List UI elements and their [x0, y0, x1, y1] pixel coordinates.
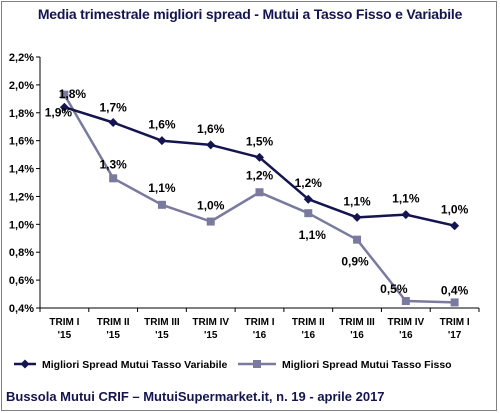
data-label-variabile: 1,1% — [392, 192, 420, 206]
data-label-variabile: 1,6% — [148, 118, 176, 132]
x-tick-label: TRIM I — [245, 317, 275, 328]
x-tick-label: TRIM I — [49, 317, 79, 328]
legend-marker-fisso — [253, 360, 261, 368]
x-tick-label-year: '16 — [350, 330, 364, 341]
x-tick-label: TRIM I — [440, 317, 470, 328]
x-tick-label-year: '17 — [448, 330, 462, 341]
data-point-variabile — [450, 221, 460, 231]
x-tick-label: TRIM II — [292, 317, 325, 328]
y-tick-label: 0,4% — [9, 303, 34, 315]
data-label-variabile: 1,0% — [441, 203, 469, 217]
data-label-fisso: 0,5% — [380, 282, 408, 296]
x-tick-label-year: '15 — [58, 330, 72, 341]
data-point-fisso — [401, 297, 410, 306]
x-tick-label: TRIM IV — [387, 317, 424, 328]
y-tick-label: 1,8% — [9, 108, 34, 120]
data-point-fisso — [206, 217, 215, 226]
legend-label-fisso: Migliori Spread Mutui Tasso Fisso — [282, 359, 452, 371]
y-tick-label: 0,8% — [9, 247, 34, 259]
data-point-variabile — [108, 118, 118, 128]
x-tick-label-year: '16 — [253, 330, 267, 341]
y-tick-label: 2,0% — [9, 80, 34, 92]
data-label-variabile: 1,1% — [343, 194, 371, 208]
data-point-variabile — [157, 136, 167, 146]
data-label-fisso: 0,4% — [441, 283, 469, 297]
data-label-variabile: 1,8% — [59, 87, 87, 101]
data-label-fisso: 1,1% — [148, 181, 176, 195]
x-tick-label-year: '16 — [399, 330, 413, 341]
y-tick-label: 1,2% — [9, 191, 34, 203]
data-label-fisso: 1,2% — [246, 168, 274, 182]
data-point-fisso — [304, 209, 313, 218]
y-tick-label: 1,6% — [9, 136, 34, 148]
y-tick-label: 1,0% — [9, 219, 34, 231]
data-point-variabile — [352, 212, 362, 222]
data-label-variabile: 1,2% — [295, 176, 323, 190]
y-tick-label: 0,6% — [9, 275, 34, 287]
footer-source: Bussola Mutui CRIF – MutuiSupermarket.it… — [6, 389, 385, 404]
x-tick-label-year: '15 — [106, 330, 120, 341]
data-label-variabile: 1,5% — [246, 134, 274, 148]
x-tick-label-year: '15 — [155, 330, 169, 341]
data-point-fisso — [109, 174, 118, 183]
x-tick-label-year: '15 — [204, 330, 218, 341]
data-label-fisso: 1,0% — [197, 199, 225, 213]
data-point-variabile — [401, 210, 411, 220]
x-tick-label: TRIM II — [97, 317, 130, 328]
data-label-fisso: 0,9% — [341, 255, 369, 269]
data-point-variabile — [303, 194, 313, 204]
x-tick-label: TRIM IV — [192, 317, 229, 328]
data-point-variabile — [59, 102, 69, 112]
data-point-variabile — [206, 140, 216, 150]
data-label-fisso: 1,9% — [45, 106, 73, 120]
data-point-fisso — [60, 90, 69, 99]
x-tick-label-year: '16 — [302, 330, 316, 341]
legend-marker-variabile — [20, 359, 30, 369]
y-tick-label: 2,2% — [9, 52, 34, 64]
legend-label-variabile: Migliori Spread Mutui Tasso Variabile — [42, 359, 228, 371]
data-point-variabile — [255, 152, 264, 162]
x-tick-label: TRIM III — [339, 317, 375, 328]
data-point-fisso — [255, 188, 264, 197]
data-label-fisso: 1,3% — [99, 157, 127, 171]
data-label-variabile: 1,6% — [197, 122, 225, 136]
data-point-fisso — [157, 200, 166, 209]
data-point-fisso — [450, 298, 459, 307]
chart-title: Media trimestrale migliori spread - Mutu… — [37, 6, 463, 22]
data-label-fisso: 1,1% — [299, 228, 327, 242]
x-tick-label: TRIM III — [144, 317, 180, 328]
y-tick-label: 1,4% — [9, 164, 34, 176]
data-label-variabile: 1,7% — [99, 101, 127, 115]
data-point-fisso — [353, 235, 362, 244]
